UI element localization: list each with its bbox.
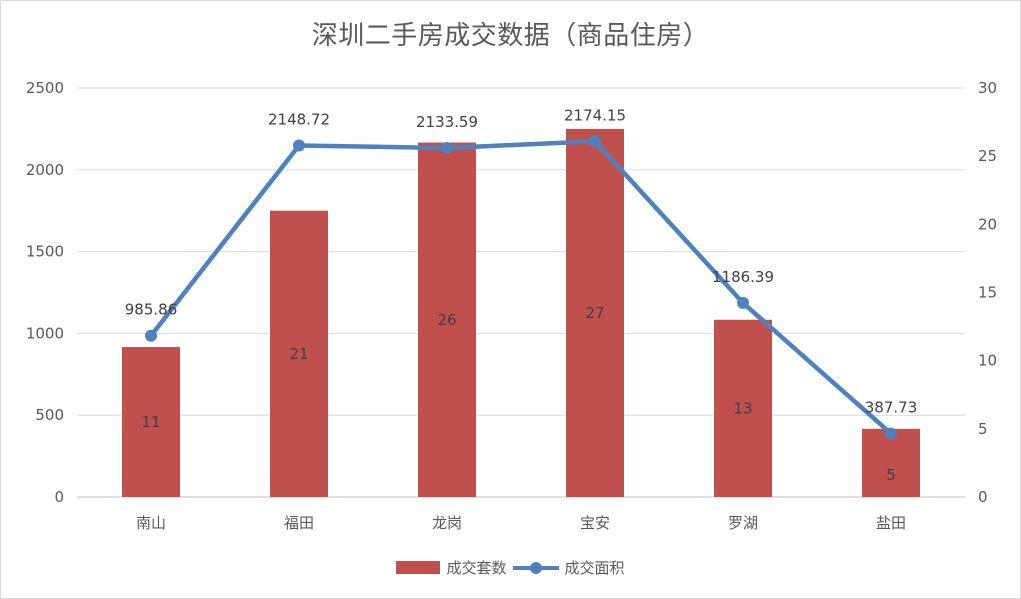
y-right-tick-label: 0 [978, 488, 988, 506]
y-right-tick-label: 15 [978, 284, 997, 302]
y-right-tick-label: 10 [978, 352, 997, 370]
legend-item-bar: 成交套数 [396, 557, 507, 578]
series-line [148, 139, 894, 436]
line-point [293, 139, 305, 152]
bar [418, 142, 476, 498]
category-label: 南山 [136, 514, 166, 532]
category-label: 宝安 [580, 514, 610, 532]
bar-data-label: 13 [733, 399, 752, 417]
y-right-tick-label: 5 [978, 420, 988, 438]
y-right-tick-label: 20 [978, 215, 997, 233]
line-data-label: 387.73 [865, 399, 918, 417]
y-right-tick-label: 25 [978, 147, 997, 165]
bar-data-label: 5 [886, 466, 896, 484]
legend-swatch-line [512, 561, 559, 574]
category-label: 龙岗 [432, 514, 462, 532]
y-left-tick-label: 2000 [26, 161, 64, 179]
bar-data-label: 26 [437, 311, 456, 329]
bar [270, 210, 328, 497]
y-right-tick-label: 30 [978, 79, 997, 97]
bar-data-label: 27 [585, 304, 604, 322]
line-point [589, 135, 601, 148]
bar [122, 347, 180, 497]
chart-title: 深圳二手房成交数据（商品住房） [311, 21, 710, 51]
line-data-label: 2148.72 [268, 110, 330, 128]
line-point [145, 329, 157, 342]
category-label: 盐田 [876, 514, 906, 532]
y-left-tick-label: 500 [35, 406, 64, 424]
line-point [737, 296, 749, 309]
line-data-label: 1186.39 [712, 268, 774, 286]
y-left-tick-label: 2500 [26, 79, 64, 97]
bar [862, 428, 920, 497]
bar-data-label: 11 [141, 413, 160, 431]
line-point [885, 427, 897, 440]
line-data-label: 2174.15 [564, 106, 626, 124]
legend-label-line: 成交面积 [564, 559, 625, 577]
bar [566, 128, 624, 497]
line-point [441, 141, 453, 154]
bar [714, 319, 772, 497]
category-label: 福田 [284, 514, 314, 532]
legend: 成交套数 成交面积 [1, 557, 1020, 578]
line-data-label: 985.86 [125, 301, 178, 319]
y-left-tick-label: 1000 [26, 324, 64, 342]
bar-data-label: 21 [289, 345, 308, 363]
line-data-label: 2133.59 [416, 113, 478, 131]
legend-label-bar: 成交套数 [446, 559, 507, 577]
y-left-tick-label: 0 [54, 488, 64, 506]
category-label: 罗湖 [728, 514, 758, 532]
legend-swatch-bar [396, 561, 441, 574]
legend-item-line: 成交面积 [512, 557, 625, 578]
y-left-tick-label: 1500 [26, 243, 64, 261]
